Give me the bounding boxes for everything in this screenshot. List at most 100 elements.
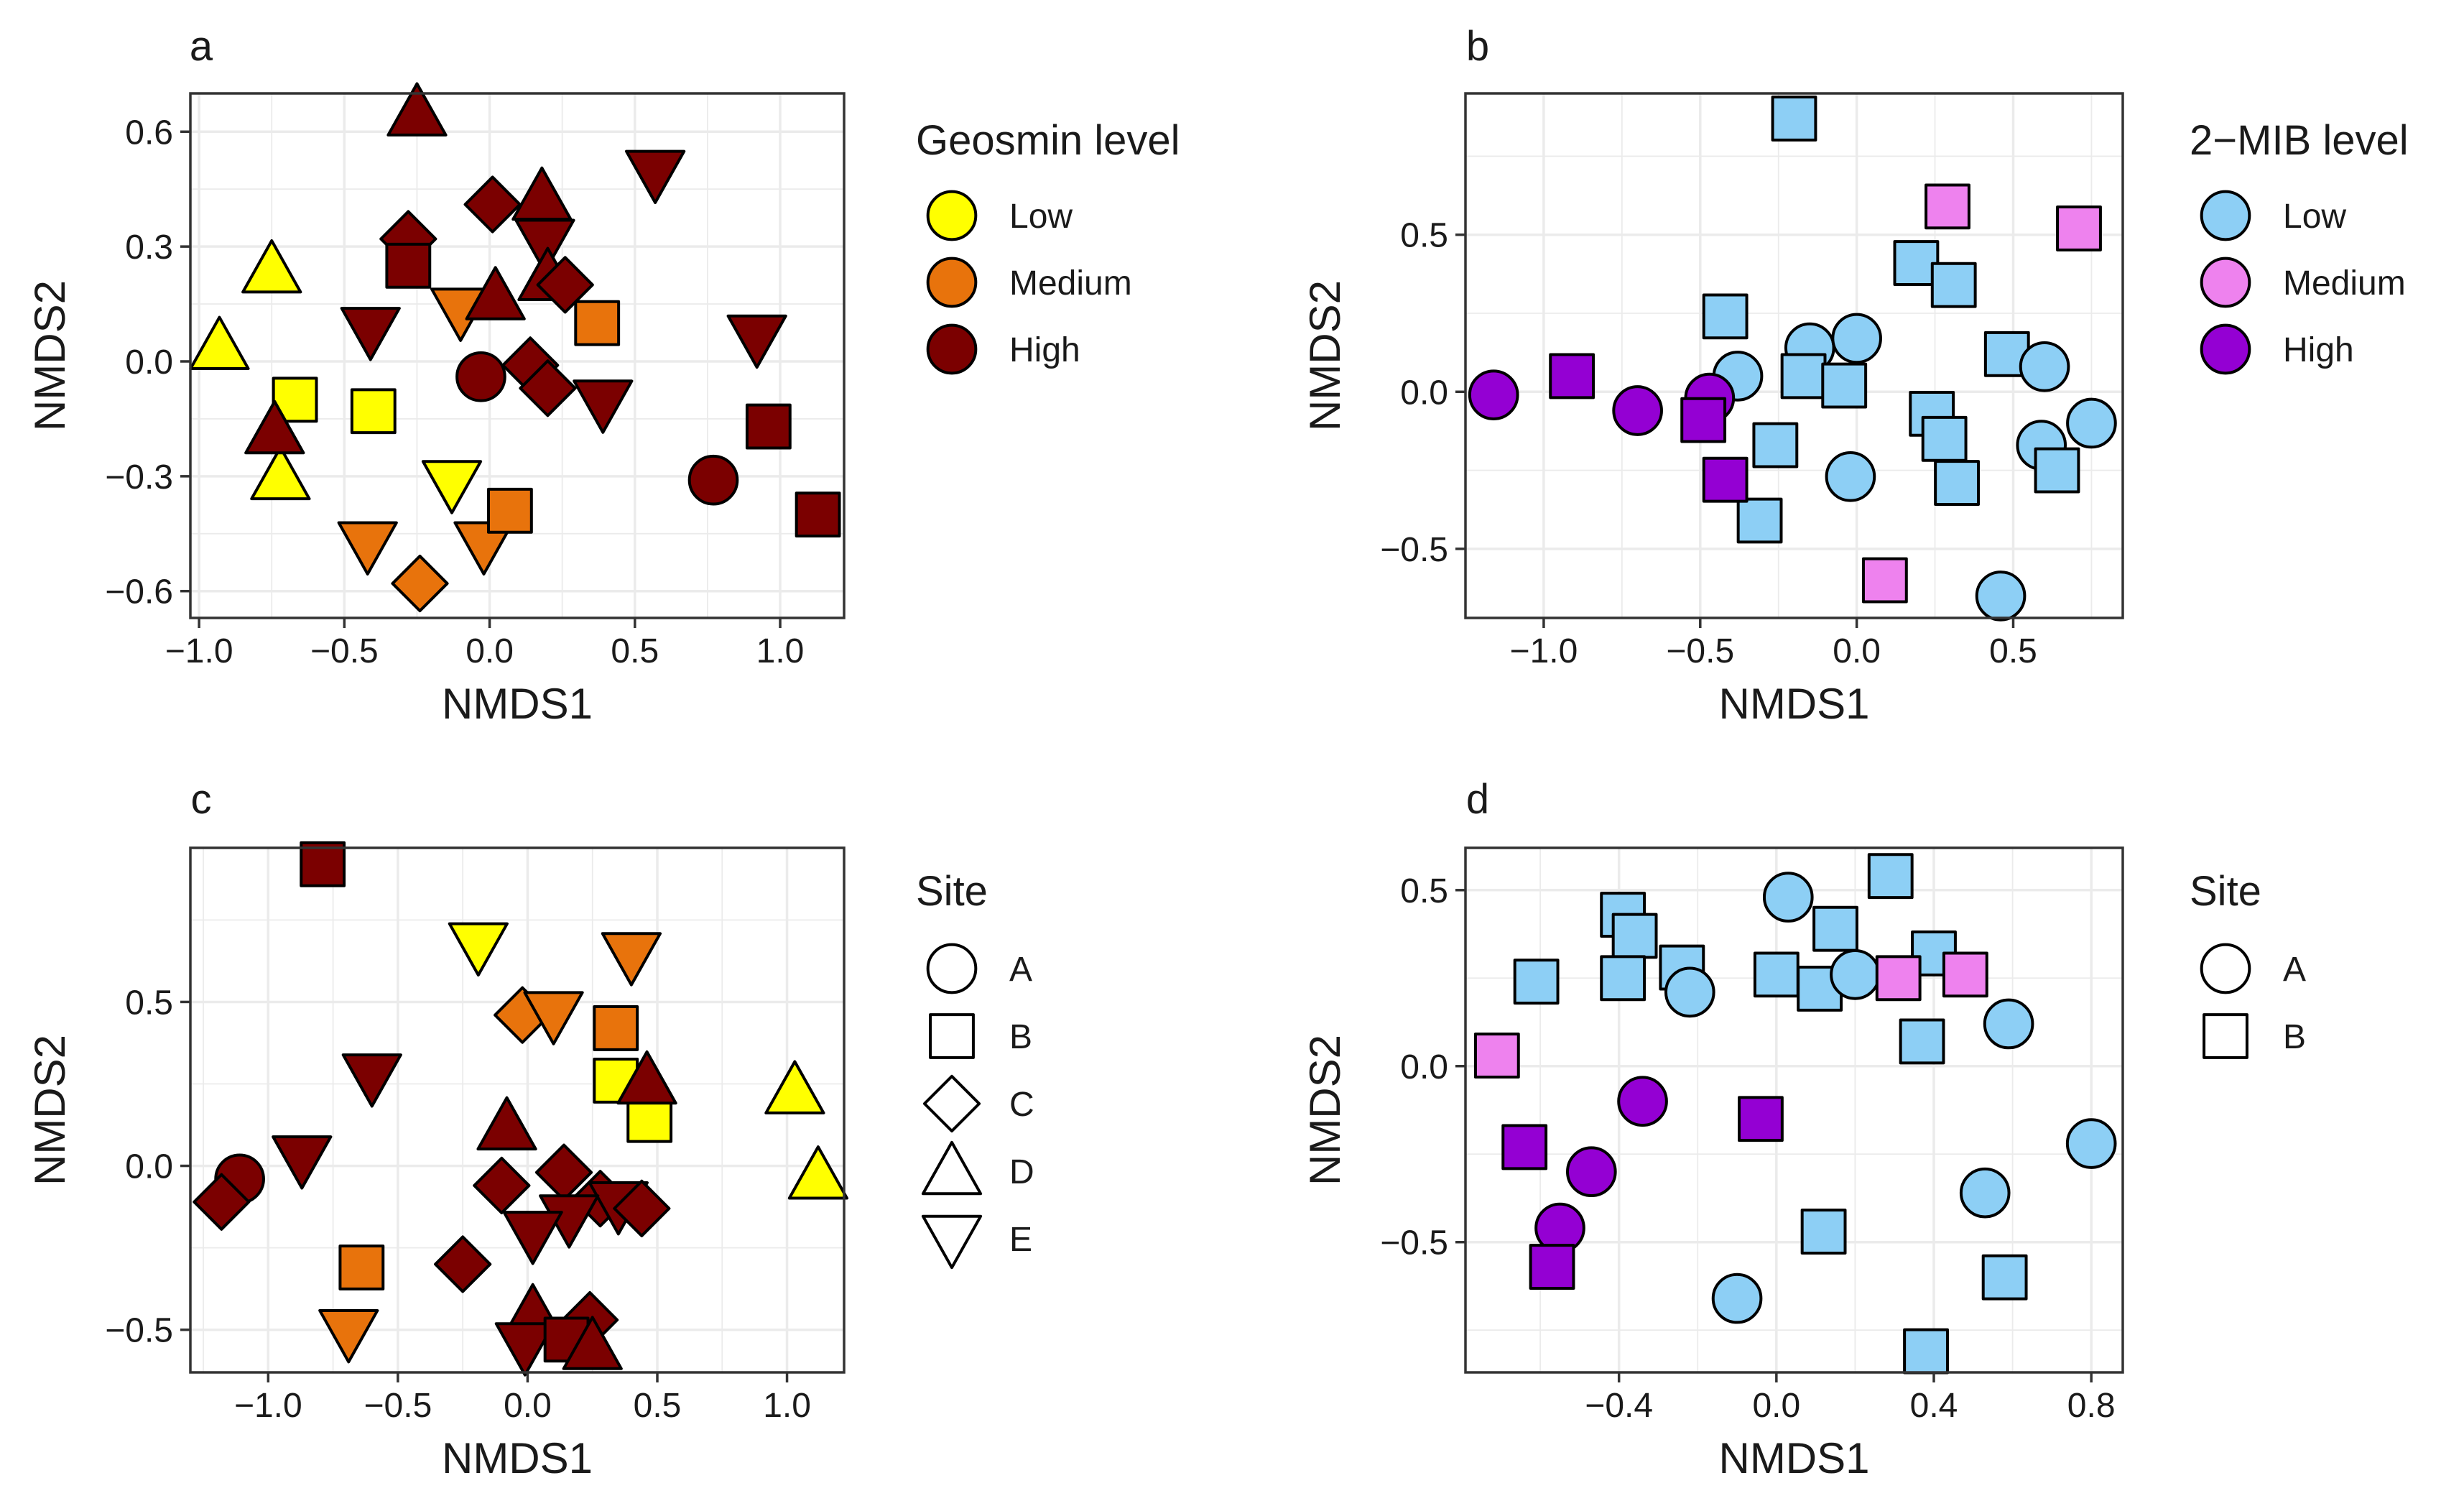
y-tick-label: 0.0 <box>125 343 173 382</box>
x-tick-label: 0.5 <box>1989 632 2037 670</box>
data-point-10 <box>453 521 514 576</box>
data-point-19 <box>2034 447 2080 494</box>
data-point-10 <box>1812 905 1858 952</box>
x-tick-label: −1.0 <box>234 1387 302 1425</box>
data-point-19 <box>473 1156 531 1215</box>
legend-key-a <box>2200 943 2251 994</box>
legend-key-e <box>921 1214 983 1270</box>
data-point-1 <box>300 841 346 887</box>
data-point-2 <box>448 922 509 976</box>
legend-key-low <box>2200 190 2251 241</box>
data-point-27 <box>573 379 634 434</box>
data-point-5 <box>1780 353 1827 400</box>
legend-key-d <box>921 1140 983 1196</box>
x-tick-label: 0.4 <box>1910 1387 1958 1425</box>
x-tick-label: −0.4 <box>1585 1387 1653 1425</box>
data-point-31 <box>687 454 739 506</box>
y-tick-label: 0.0 <box>125 1148 173 1186</box>
data-point-24 <box>1861 557 1908 604</box>
legend-key-high <box>926 323 978 375</box>
data-point-11 <box>1893 240 1940 286</box>
data-point-7 <box>1762 872 1814 923</box>
legend-key-b <box>929 1013 975 1059</box>
plot-frame <box>189 846 846 1374</box>
data-point-8 <box>626 1096 673 1143</box>
data-point-22 <box>1925 183 1970 230</box>
legend-label-b: B <box>2283 1018 2306 1056</box>
data-point-18 <box>616 1050 677 1105</box>
data-point-10 <box>1825 451 1876 502</box>
y-axis-title: NMDS2 <box>1301 280 1349 431</box>
data-point-6 <box>1664 966 1715 1018</box>
data-point-2 <box>1702 293 1749 340</box>
legend-label-medium: Medium <box>1009 264 1132 302</box>
data-point-8 <box>391 554 449 613</box>
panel-label: d <box>1466 776 1489 823</box>
data-point-23 <box>1942 951 1988 998</box>
x-axis-title: NMDS1 <box>1718 680 1869 728</box>
data-point-11 <box>486 487 533 534</box>
data-point-15 <box>1983 998 2034 1050</box>
data-point-26 <box>519 359 577 417</box>
legend-label-e: E <box>1009 1221 1032 1259</box>
data-point-20 <box>1711 1273 1763 1324</box>
data-point-14 <box>1921 415 1968 462</box>
x-tick-label: 0.0 <box>1833 632 1881 670</box>
data-point-1 <box>1771 96 1817 142</box>
legend-label-high: High <box>2283 331 2354 369</box>
x-tick-label: −1.0 <box>165 632 233 670</box>
data-point-12 <box>318 1308 379 1364</box>
panel-a: a −1.0 −0.5 0.0 0.5 1.0 −0.6 −0.3 0.0 0.3 0.6 NMDS1… <box>26 23 1180 728</box>
data-point-19 <box>1981 1254 2028 1301</box>
data-point-26 <box>1549 353 1595 400</box>
legend-label-low: Low <box>2283 198 2346 236</box>
data-point-3 <box>1513 959 1560 1005</box>
data-point-25 <box>502 1211 563 1265</box>
legend-key-medium <box>2200 257 2251 308</box>
plot-frame <box>1464 846 2124 1374</box>
data-point-24 <box>536 256 594 314</box>
data-point-29 <box>494 1322 555 1377</box>
x-tick-label: 0.0 <box>1752 1387 1800 1425</box>
plot-background <box>190 848 844 1372</box>
x-tick-label: −0.5 <box>310 632 379 670</box>
data-point-23 <box>613 1179 671 1237</box>
data-point-24 <box>1473 1033 1520 1079</box>
x-tick-label: 0.8 <box>2067 1387 2116 1425</box>
legend-label-low: Low <box>1009 198 1073 236</box>
legend-title: Site <box>916 868 988 915</box>
data-point-7 <box>337 521 398 576</box>
data-point-26 <box>1738 1096 1784 1142</box>
data-point-13 <box>1899 1018 1945 1065</box>
data-point-21 <box>1975 571 2027 622</box>
data-point-22 <box>514 218 575 273</box>
data-point-7 <box>1821 362 1868 409</box>
data-point-17 <box>2019 341 2070 392</box>
data-point-32 <box>795 491 841 538</box>
x-axis-title: NMDS1 <box>442 680 593 728</box>
data-point-17 <box>476 1096 537 1151</box>
data-point-12 <box>574 300 621 346</box>
panel-label: a <box>190 23 213 70</box>
x-tick-label: 1.0 <box>756 632 805 670</box>
legend-key-a <box>926 943 978 994</box>
data-point-31 <box>562 1316 623 1370</box>
data-point-30 <box>1702 456 1749 503</box>
data-point-27 <box>1612 385 1663 436</box>
x-tick-label: 0.5 <box>611 632 659 670</box>
y-axis-title: NMDS2 <box>1301 1035 1349 1186</box>
axes: −1.0 −0.5 0.0 0.5 1.0 −0.5 0.0 0.5 NMDS1 NMDS2 <box>26 984 811 1482</box>
x-tick-label: −0.5 <box>1666 632 1734 670</box>
panel-b: b −1.0 −0.5 0.0 0.5 −0.5 0.0 0.5 NMDS1 NMDS2 2−MIB… <box>1301 23 2409 728</box>
x-tick-label: 0.0 <box>504 1387 552 1425</box>
data-point-9 <box>1736 497 1783 544</box>
data-point-18 <box>455 351 506 402</box>
data-point-20 <box>465 266 526 320</box>
data-point-16 <box>340 307 401 361</box>
data-point-13 <box>386 82 448 137</box>
data-point-3 <box>272 377 318 423</box>
legend: Geosmin level Low Medium High <box>916 117 1180 375</box>
x-tick-label: 0.0 <box>466 632 514 670</box>
